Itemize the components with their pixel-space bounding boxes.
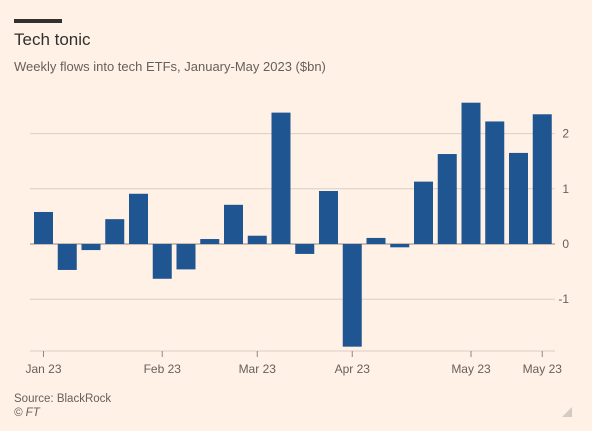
bar	[342, 244, 362, 347]
y-tick-label: -1	[558, 292, 569, 306]
bar	[224, 204, 243, 244]
bar	[532, 114, 552, 244]
bar	[176, 244, 196, 270]
bar	[414, 181, 433, 244]
bar	[105, 219, 125, 244]
bar	[129, 193, 148, 244]
bar	[461, 102, 481, 244]
bar	[319, 191, 338, 244]
y-tick-label: 0	[562, 237, 569, 251]
bar	[390, 244, 410, 248]
bar	[366, 237, 386, 244]
bar	[81, 244, 101, 251]
x-tick-label: Feb 23	[144, 362, 182, 376]
chart-title: Tech tonic	[14, 30, 91, 49]
bar	[57, 244, 77, 270]
bar	[437, 154, 457, 244]
chart-subtitle: Weekly flows into tech ETFs, January-May…	[14, 59, 326, 74]
resize-corner-icon	[562, 407, 572, 417]
source-note: Source: BlackRock	[14, 393, 112, 405]
x-tick-label: Mar 23	[239, 362, 277, 376]
bar	[247, 235, 267, 244]
y-tick-label: 2	[562, 127, 569, 141]
bars	[34, 102, 552, 347]
bar	[271, 112, 291, 245]
bar	[200, 239, 220, 244]
bar	[509, 152, 528, 244]
x-tick-label: May 23	[451, 362, 491, 376]
bar	[295, 244, 315, 254]
x-tick-label: Jan 23	[25, 362, 61, 376]
bar	[152, 244, 172, 279]
bar	[34, 211, 53, 244]
header-rule	[14, 19, 62, 23]
y-tick-label: 1	[562, 182, 569, 196]
x-tick-label: May 23	[523, 362, 563, 376]
axes: 2 1 0 -1 Jan 23 Feb 23 Mar 23 Apr 23 May 23 May 2…	[25, 127, 569, 376]
bar	[485, 121, 505, 244]
x-tick-label: Apr 23	[335, 362, 371, 376]
copyright-note: © FT	[14, 407, 40, 419]
